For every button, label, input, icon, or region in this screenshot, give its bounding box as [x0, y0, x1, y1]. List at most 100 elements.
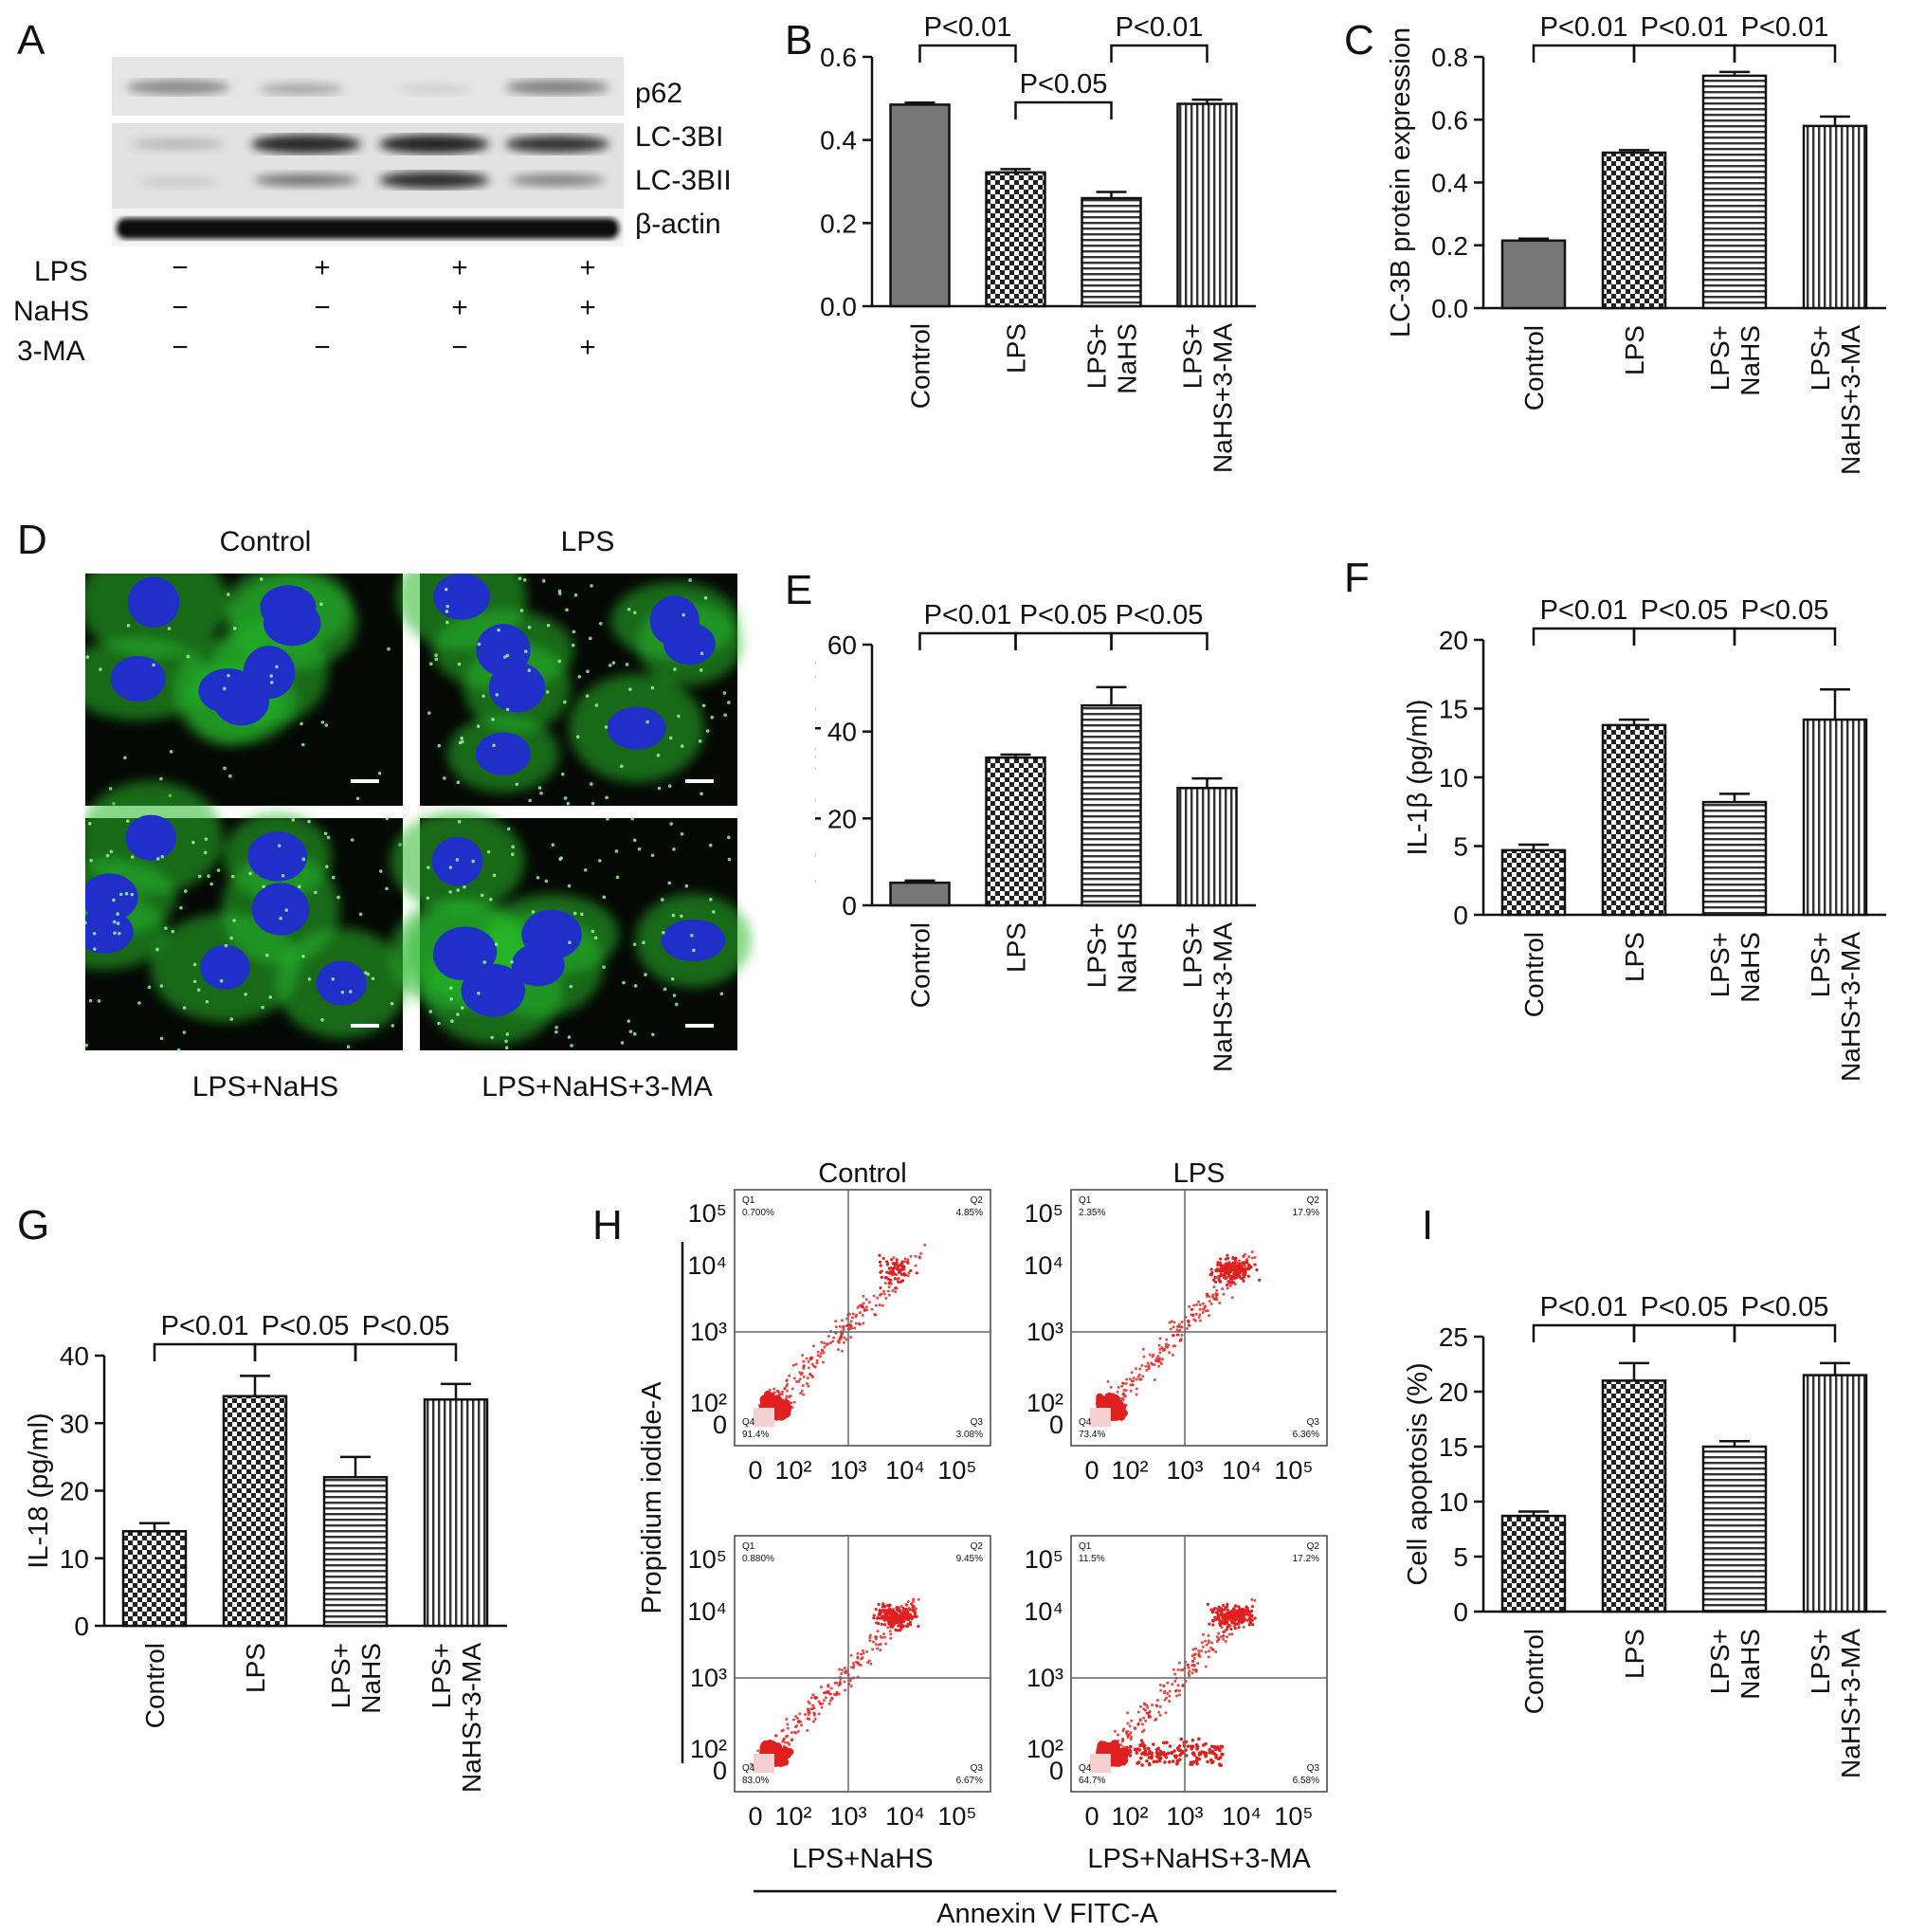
event-dot	[862, 1302, 865, 1305]
x-tick-label: 0	[1084, 1802, 1099, 1831]
event-dot	[1115, 1741, 1118, 1745]
event-dot	[1180, 1320, 1184, 1323]
lc3-puncta	[536, 876, 540, 880]
event-dot	[797, 1720, 801, 1723]
lc3-puncta	[137, 1001, 141, 1005]
event-dot	[1142, 1752, 1147, 1757]
bar	[423, 1398, 489, 1628]
event-dot	[1221, 1287, 1225, 1291]
event-dot	[1189, 1762, 1192, 1766]
event-dot	[1226, 1604, 1229, 1609]
flow-plot: Q10.700%Q24.85%Q33.08%Q491.4%010²10³10⁴1…	[687, 1189, 991, 1485]
event-dot	[1164, 1342, 1168, 1346]
event-dot	[1238, 1274, 1242, 1279]
event-dot	[1208, 1300, 1211, 1303]
event-dot	[1145, 1711, 1149, 1715]
event-dot	[891, 1273, 895, 1277]
event-dot	[896, 1629, 899, 1632]
significance-bracket	[1110, 44, 1208, 63]
event-dot	[1129, 1383, 1133, 1387]
event-dot	[914, 1614, 918, 1619]
lc3-puncta	[633, 984, 638, 988]
flow-cytometry-panel: Propidium iodide-A Annexin V FITC-A Q1 0.70…	[616, 1147, 1374, 1929]
lc3-puncta	[97, 999, 101, 1003]
event-dot	[1159, 1688, 1163, 1692]
event-dot	[1145, 1704, 1149, 1707]
event-dot	[1204, 1309, 1208, 1313]
lc3-puncta	[460, 736, 463, 740]
y-tick-label: 10²	[1027, 1735, 1063, 1763]
sign: −	[314, 292, 331, 323]
x-tick-label: NaHS	[1735, 325, 1765, 396]
lc3-puncta	[130, 855, 135, 859]
event-dot	[843, 1680, 846, 1684]
lc3-puncta	[314, 890, 318, 895]
y-tick-label: 60	[827, 630, 857, 660]
lc3-puncta	[444, 587, 448, 592]
event-dot	[1241, 1269, 1245, 1273]
event-dot	[1229, 1265, 1233, 1269]
event-dot	[1144, 1719, 1148, 1722]
event-dot	[856, 1662, 860, 1666]
event-dot	[1137, 1373, 1141, 1376]
event-dot	[1148, 1762, 1152, 1767]
event-dot	[835, 1690, 839, 1694]
x-tick-label: 10³	[1166, 1802, 1203, 1831]
lc3-puncta	[688, 578, 692, 582]
event-dot	[1140, 1363, 1144, 1367]
event-dot	[1215, 1268, 1219, 1273]
nucleus	[432, 928, 489, 980]
event-dot	[1112, 1401, 1116, 1405]
event-dot	[1228, 1269, 1232, 1273]
event-dot	[853, 1326, 857, 1330]
event-dot	[1209, 1646, 1213, 1649]
event-dot	[1166, 1692, 1170, 1696]
event-dot	[868, 1633, 872, 1637]
lc3-puncta	[355, 796, 360, 801]
y-tick-label: 10	[1439, 1487, 1468, 1517]
event-dot	[828, 1692, 832, 1696]
event-dot	[884, 1275, 888, 1280]
event-dot	[1175, 1746, 1180, 1750]
event-dot	[811, 1693, 815, 1697]
lc3-puncta	[207, 874, 210, 878]
nucleus	[247, 831, 308, 882]
event-dot	[840, 1334, 844, 1338]
lc3-puncta	[590, 584, 593, 588]
lc3-puncta	[519, 609, 524, 612]
event-dot	[1190, 1671, 1194, 1675]
event-dot	[772, 1387, 776, 1391]
event-dot	[1135, 1751, 1139, 1755]
lc3-puncta	[589, 636, 592, 641]
event-dot	[798, 1377, 802, 1381]
event-dot	[1194, 1668, 1198, 1672]
lc3-puncta	[167, 627, 172, 630]
bar	[1701, 1445, 1768, 1613]
event-dot	[886, 1604, 891, 1608]
event-dot	[1194, 1647, 1198, 1650]
lc3-puncta	[301, 857, 306, 862]
x-tick-label: LPS	[241, 1643, 270, 1693]
event-dot	[775, 1401, 779, 1405]
x-tick-label: LPS+	[1178, 922, 1208, 988]
lc3-puncta	[463, 884, 466, 889]
event-dot	[1245, 1618, 1249, 1622]
event-dot	[1204, 1665, 1208, 1668]
x-tick-label: 10²	[1111, 1802, 1148, 1831]
bar	[1500, 239, 1567, 310]
lc3-puncta	[192, 962, 197, 967]
event-dot	[1238, 1270, 1242, 1274]
quadrant-percent: 73.4%	[1079, 1430, 1105, 1440]
significance-label: P<0.01	[1641, 12, 1729, 43]
event-dot	[1253, 1598, 1257, 1602]
x-tick-label: 10⁴	[1222, 1802, 1262, 1831]
micro-title-lps-nahs: LPS+NaHS	[191, 1071, 339, 1103]
event-dot	[817, 1700, 821, 1704]
event-dot	[1232, 1613, 1236, 1617]
sign: +	[451, 252, 468, 283]
lc3-puncta	[358, 912, 363, 917]
event-dot	[1185, 1326, 1189, 1330]
event-dot	[836, 1348, 840, 1352]
x-tick-label: Control	[906, 922, 936, 1008]
y-tick-label: 20	[1439, 626, 1468, 655]
